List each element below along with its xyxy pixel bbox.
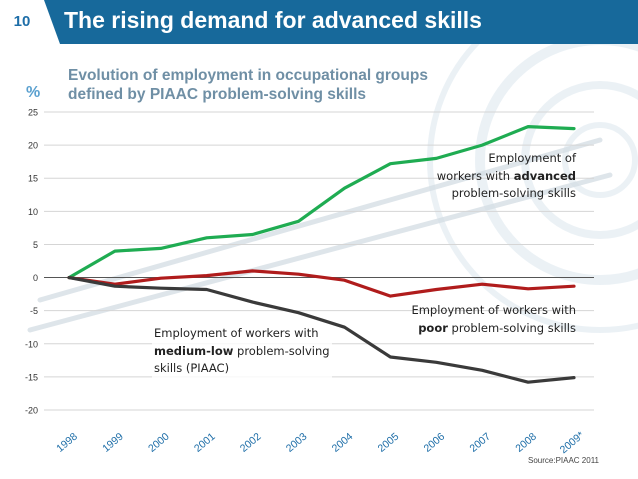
y-tick-label: 25 <box>28 108 38 118</box>
annotation-medium-highlight: medium-low <box>154 343 234 358</box>
annotation-medium-text: problem-solving <box>233 343 330 358</box>
subtitle-line-2: defined by PIAAC problem-solving skills <box>68 86 366 103</box>
annotation-advanced-text: workers with <box>436 168 514 183</box>
annotation-poor-line1: Employment of workers with <box>411 303 576 317</box>
x-tick-label: 2006 <box>422 430 448 454</box>
header-bar <box>0 0 638 44</box>
slide-title: The rising demand for advanced skills <box>64 7 482 33</box>
annotation-medium-line2: medium-low problem-solving <box>154 343 330 361</box>
x-tick-label: 1998 <box>54 430 80 454</box>
y-tick-label: 10 <box>28 207 38 217</box>
series-line-advanced <box>67 124 576 280</box>
slide-number: 10 <box>0 0 44 44</box>
x-tick-label: 2000 <box>146 430 172 454</box>
y-tick-label: -10 <box>25 339 38 349</box>
annotation-poor-line2: poor problem-solving skills <box>372 320 576 338</box>
x-tick-label: 2007 <box>467 430 493 454</box>
x-tick-label: 1999 <box>100 430 126 454</box>
y-tick-label: -20 <box>25 406 38 416</box>
y-tick-label: 20 <box>28 141 38 151</box>
annotation-medium-line3: skills (PIAAC) <box>154 361 230 375</box>
annotation-advanced: Employment of workers with advanced prob… <box>404 150 576 203</box>
y-tick-label: 15 <box>28 174 38 184</box>
series-line-medium <box>67 276 576 384</box>
x-tick-label: 2001 <box>192 430 218 454</box>
x-tick-labels: 1998 1999 2000 2001 2002 2003 2004 2005 2006 2007… <box>54 429 586 456</box>
x-tick-label: 2005 <box>376 430 402 454</box>
annotation-poor-text: problem-solving skills <box>447 320 576 335</box>
x-tick-label: 2008 <box>513 430 539 454</box>
y-tick-labels: 25 20 15 10 5 0 -5 -10 -15 -20 <box>25 108 38 416</box>
subtitle-line-1: Evolution of employment in occupational … <box>68 67 428 84</box>
x-tick-label: 2003 <box>284 430 310 454</box>
annotation-medium-line1: Employment of workers with <box>154 326 319 340</box>
y-axis-unit: % <box>26 84 41 101</box>
annotation-medium: Employment of workers with medium-low pr… <box>152 325 332 378</box>
x-tick-label: 2004 <box>330 430 356 454</box>
annotation-poor-highlight: poor <box>418 320 448 335</box>
x-tick-label: 2009* <box>558 429 587 456</box>
annotation-advanced-line3: problem-solving skills <box>451 186 576 200</box>
series-lines <box>67 124 576 384</box>
y-tick-label: -15 <box>25 372 38 382</box>
arrows-decoration <box>27 137 613 333</box>
source-note: Source:PIAAC 2011 <box>528 456 600 465</box>
y-tick-label: 5 <box>33 240 38 250</box>
annotation-poor: Employment of workers with poor problem-… <box>372 302 576 337</box>
y-tick-label: -5 <box>30 306 38 316</box>
y-tick-label: 0 <box>33 273 38 283</box>
chart-subtitle: Evolution of employment in occupational … <box>68 66 428 104</box>
annotation-advanced-line1: Employment of <box>488 151 576 165</box>
series-line-poor <box>67 269 576 298</box>
x-tick-label: 2002 <box>238 430 264 454</box>
annotation-advanced-highlight: advanced <box>513 168 576 183</box>
annotation-advanced-line2: workers with advanced <box>404 168 576 186</box>
